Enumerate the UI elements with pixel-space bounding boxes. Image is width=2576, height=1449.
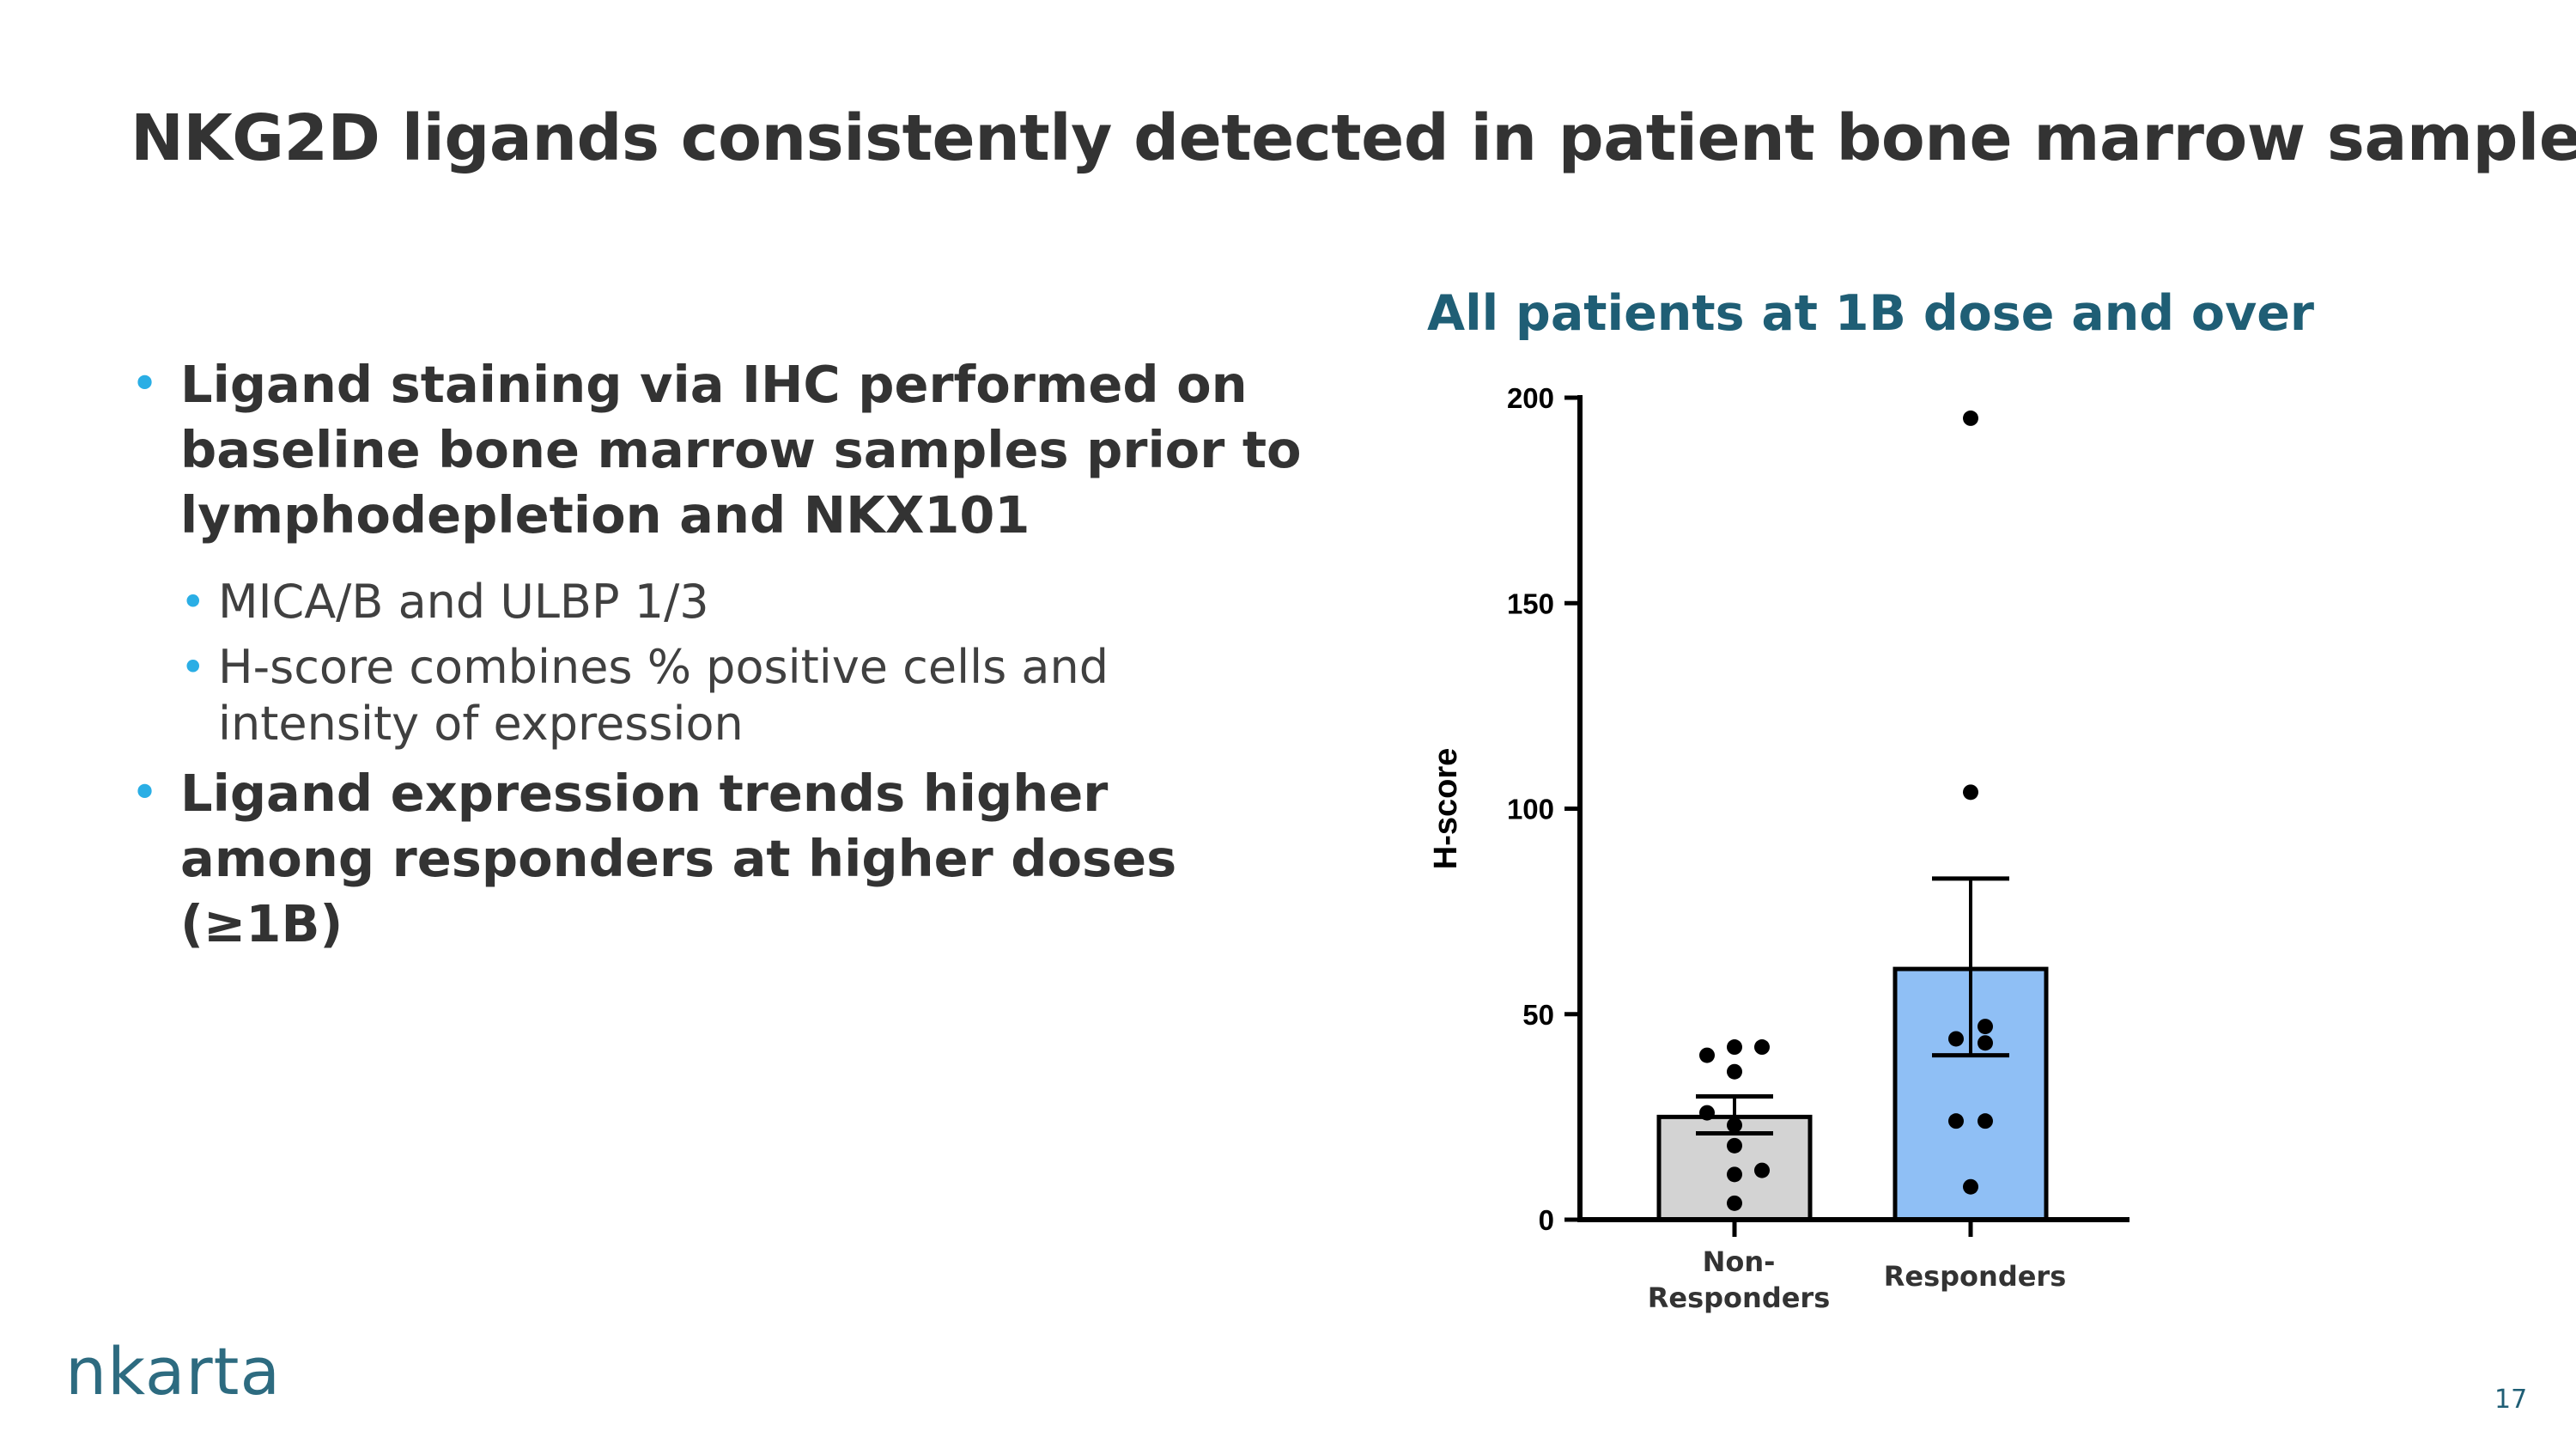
y-tick-label: 0 [1539,1204,1554,1236]
data-point [1963,410,1978,426]
data-point [1699,1047,1715,1063]
data-point [1754,1039,1770,1056]
x-category-label: Responders [1648,1282,1831,1314]
bullet-text: Ligand staining via IHC performed on bas… [180,355,1302,545]
data-point [1963,784,1978,801]
slide-title: NKG2D ligands consistently detected in p… [131,101,2576,175]
x-category-label: Non- [1703,1245,1776,1278]
bullet-dot-icon: • [180,642,206,692]
bullet-item-ihc-staining: • Ligand staining via IHC performed on b… [131,352,1315,548]
chart-title: All patients at 1B dose and over [1427,285,2315,342]
sub-bullet-item-mica: • MICA/B and ULBP 1/3 [131,574,1315,630]
y-tick-label: 100 [1507,794,1554,825]
data-point [1727,1166,1742,1183]
data-point [1727,1117,1742,1133]
data-point [1699,1105,1715,1121]
hscore-bar-chart: 0 50 100 150 200 H-score Non- Responders Respond… [1428,382,2129,1314]
bullet-text: Ligand expression trends higher among re… [180,764,1177,953]
data-point [1727,1039,1742,1056]
bullet-dot-icon: • [180,577,206,627]
data-point [1978,1019,1993,1035]
data-point [1978,1113,1993,1129]
data-point [1727,1063,1742,1080]
y-axis-label: H-score [1428,748,1464,870]
bullet-text: MICA/B and ULBP 1/3 [218,575,709,629]
data-point [1727,1195,1742,1211]
y-tick-label: 150 [1507,588,1554,619]
bullet-item-responders-trend: • Ligand expression trends higher among … [131,761,1315,957]
data-point [1978,1035,1993,1051]
bullet-dot-icon: • [131,356,160,412]
bullet-dot-icon: • [131,765,160,821]
bullet-list: • Ligand staining via IHC performed on b… [131,352,1315,957]
data-point [1754,1162,1770,1178]
y-tick-label: 200 [1507,382,1554,414]
page-number: 17 [2494,1385,2528,1415]
bullet-text: H-score combines % positive cells and in… [218,640,1109,751]
nkarta-logo: nkarta [65,1333,282,1409]
data-point [1727,1137,1742,1154]
data-point [1948,1031,1964,1047]
x-category-label: Responders [1884,1260,2067,1293]
y-tick-label: 50 [1522,999,1554,1031]
data-point [1963,1178,1978,1195]
data-point [1948,1113,1964,1129]
sub-bullet-item-hscore: • H-score combines % positive cells and … [131,639,1315,752]
